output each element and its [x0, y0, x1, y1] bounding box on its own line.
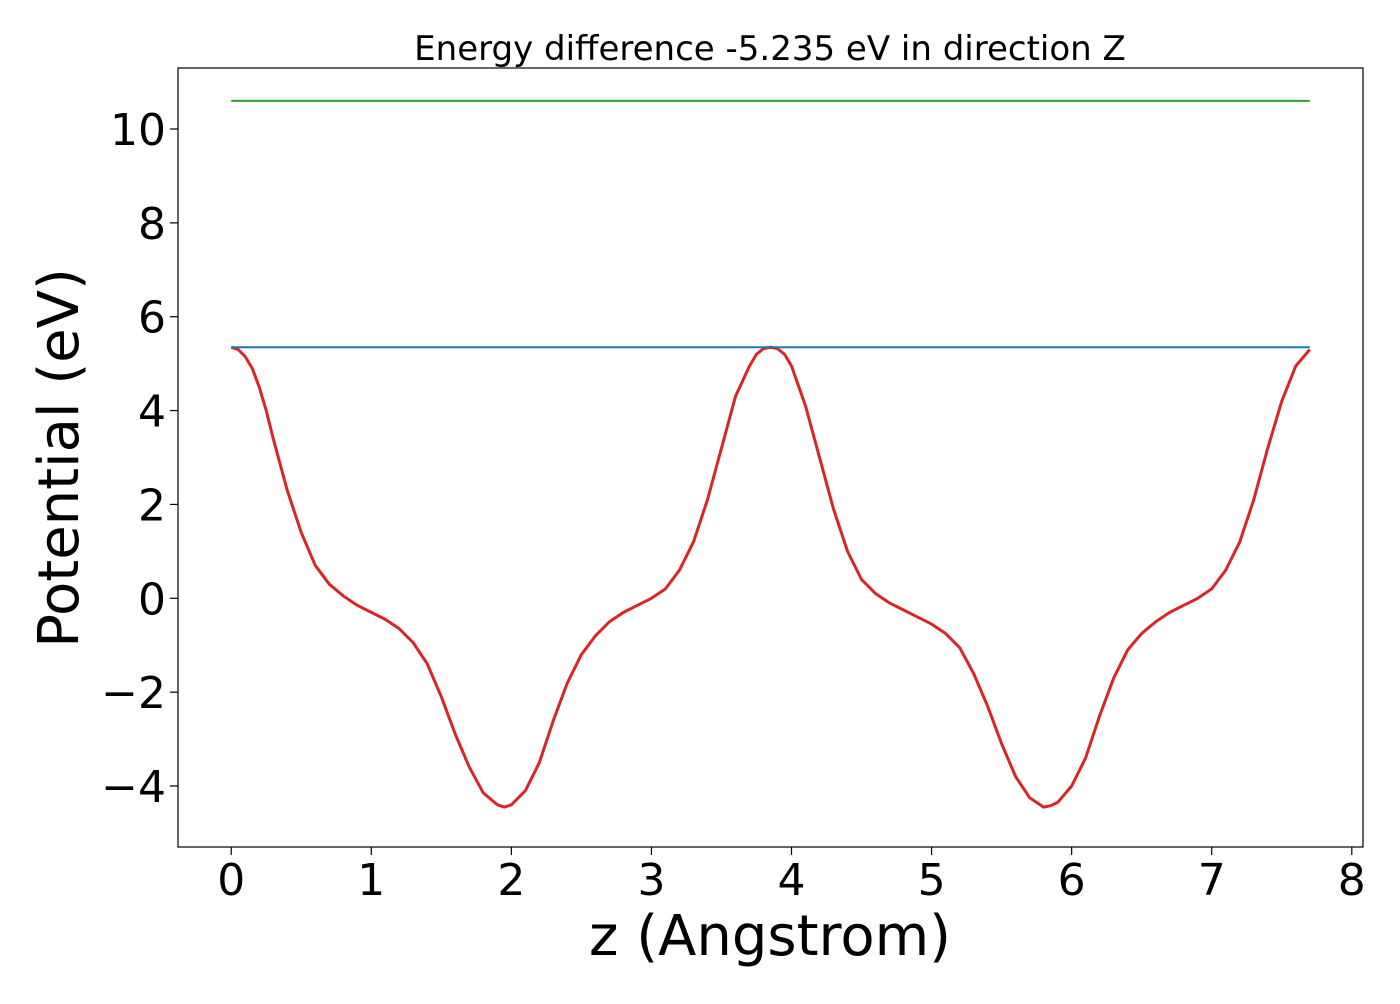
y-tick-label: −4: [101, 762, 166, 813]
x-tick-label: 6: [1058, 855, 1086, 906]
x-tick-label: 4: [778, 855, 806, 906]
y-tick-label: 2: [138, 480, 166, 531]
potential-curve: [230, 345, 1311, 809]
y-tick-label: 8: [138, 199, 166, 250]
x-tick-label: 3: [637, 855, 665, 906]
y-tick-label: 10: [110, 105, 166, 156]
y-tick-label: 6: [138, 293, 166, 344]
x-axis-label: z (Angstrom): [589, 904, 951, 969]
series-layer: [230, 99, 1311, 809]
y-axis-ticks: −4 −2 0 2 4 6 8 10: [101, 105, 178, 813]
chart-title: Energy difference -5.235 eV in direction…: [414, 29, 1126, 69]
y-tick-label: 4: [138, 387, 166, 438]
y-tick-label: 0: [138, 574, 166, 625]
x-tick-label: 8: [1338, 855, 1366, 906]
x-tick-label: 2: [497, 855, 525, 906]
x-tick-label: 1: [357, 855, 385, 906]
plot-area-frame: [177, 67, 1364, 848]
y-axis-label: Potential (eV): [27, 268, 92, 648]
x-axis-ticks: 0 1 2 3 4 5 6 7 8: [217, 847, 1366, 906]
x-tick-label: 5: [918, 855, 946, 906]
x-tick-label: 0: [217, 855, 245, 906]
x-tick-label: 7: [1198, 855, 1226, 906]
y-tick-label: −2: [101, 668, 166, 719]
